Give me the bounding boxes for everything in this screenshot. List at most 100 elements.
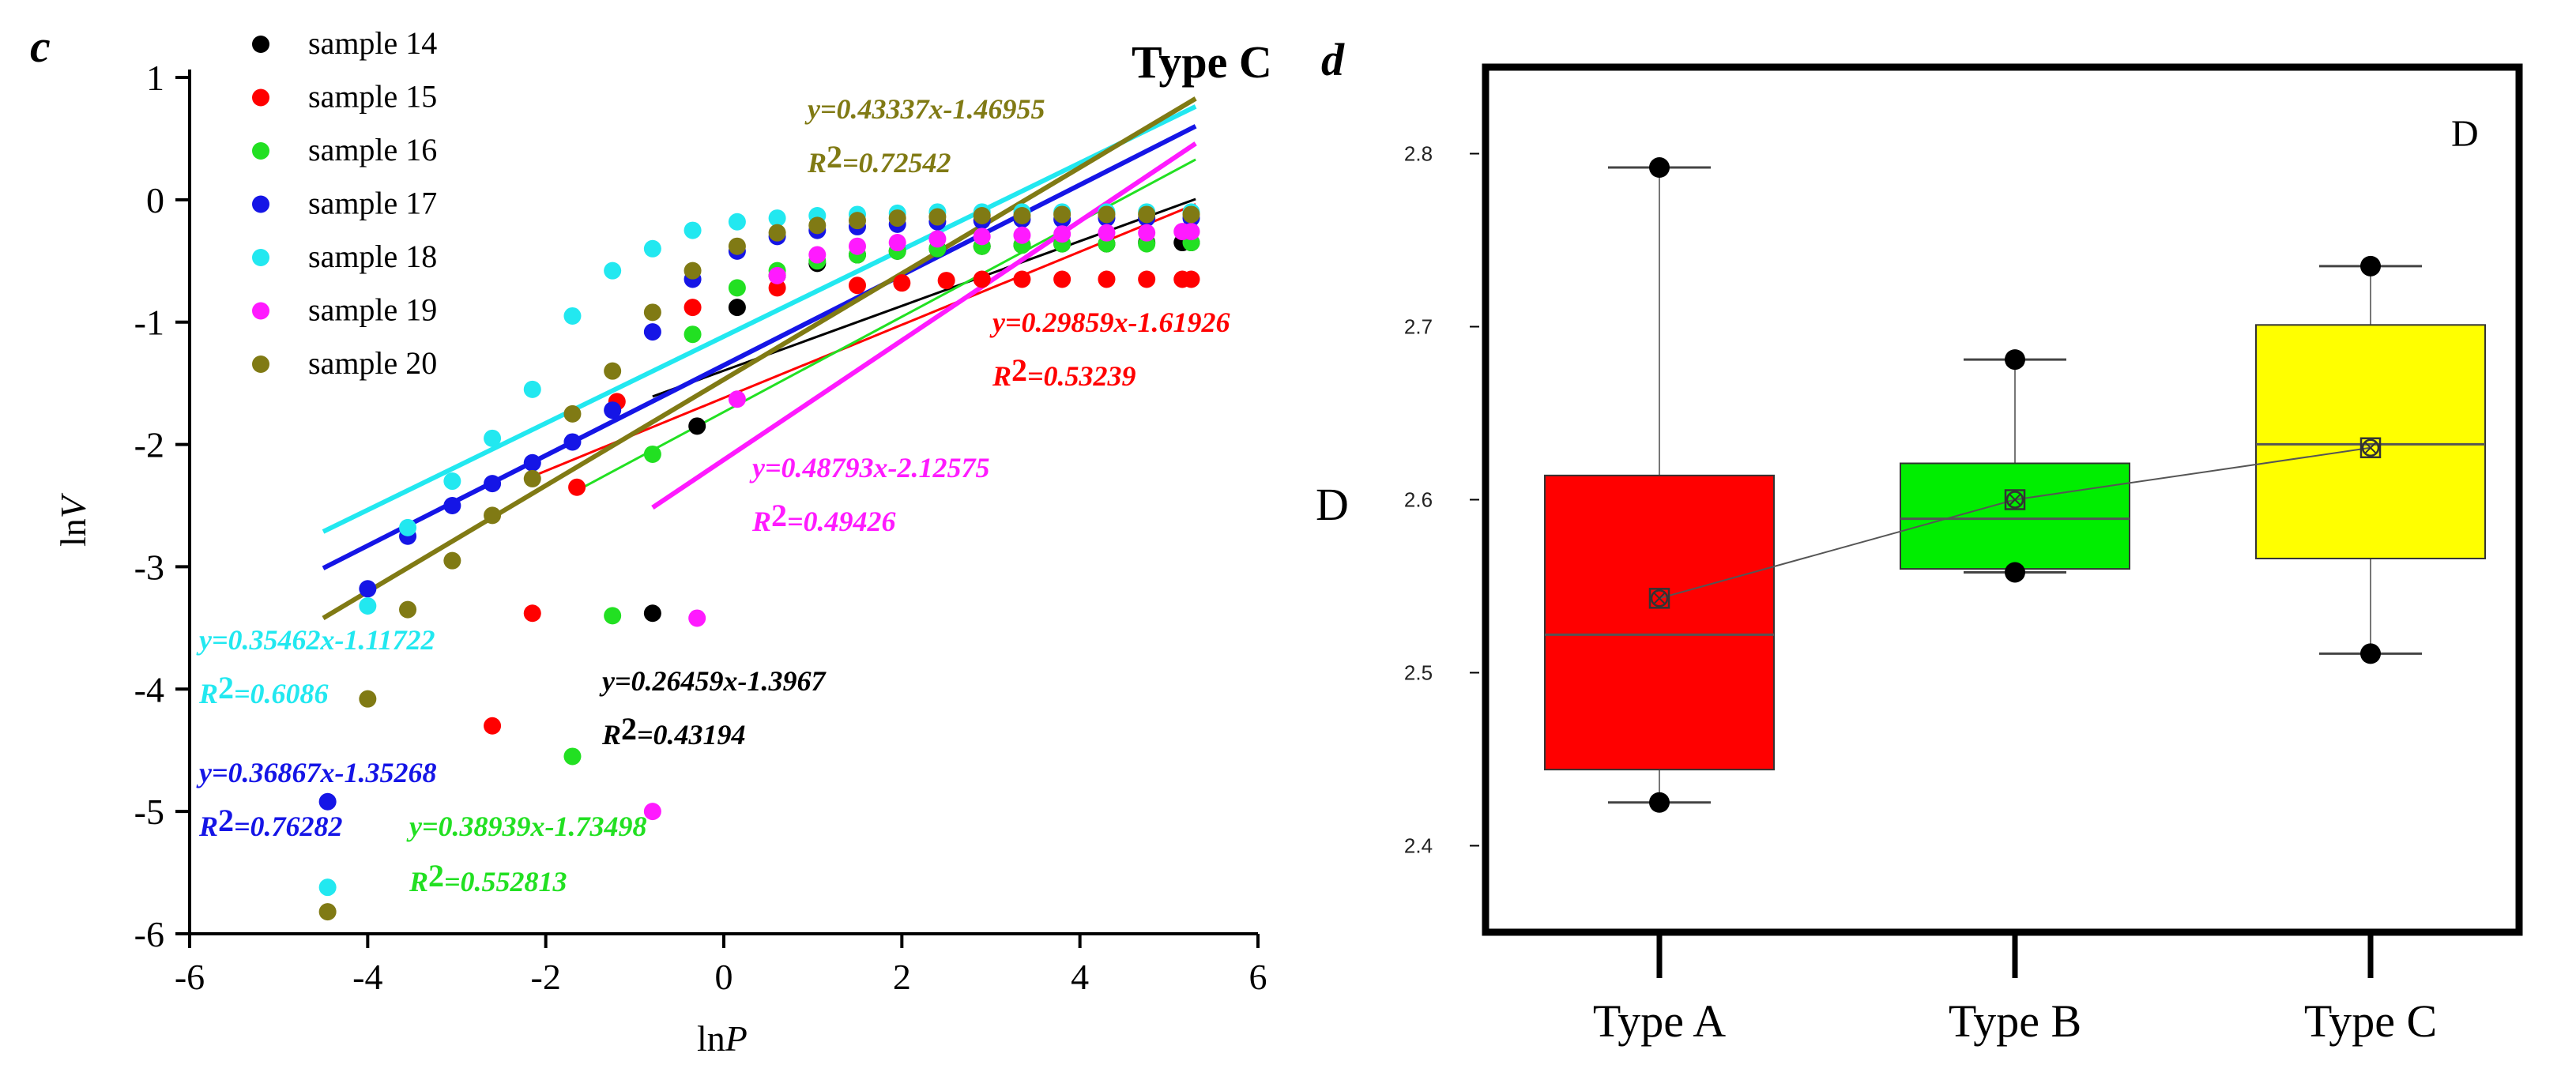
fit-equation: y=0.26459x-1.3967 — [599, 665, 827, 697]
data-point — [563, 433, 582, 451]
legend-marker — [252, 36, 269, 53]
legend-marker — [252, 302, 269, 320]
y-tick-label: -6 — [134, 914, 164, 954]
box-iqr — [1900, 462, 2130, 570]
data-point — [768, 224, 786, 242]
data-point — [1098, 270, 1116, 288]
data-point — [728, 237, 746, 255]
y-tick-label: -4 — [134, 669, 164, 709]
x-tick-label: 6 — [1249, 957, 1267, 997]
data-point — [604, 401, 622, 419]
data-point — [808, 216, 827, 235]
data-point — [808, 246, 827, 264]
mean-square — [2004, 489, 2026, 510]
mean-square — [2359, 437, 2382, 459]
fit-equation: y=0.29859x-1.61926 — [989, 307, 1230, 338]
mean-marker — [2004, 489, 2026, 510]
mean-line — [1648, 437, 2382, 609]
mean-marker — [1648, 588, 1670, 609]
mean-square — [1648, 588, 1670, 609]
data-point — [1013, 206, 1031, 224]
data-point — [484, 475, 502, 493]
chart-title: Type C — [1132, 36, 1272, 88]
legend-marker — [252, 356, 269, 373]
data-point — [523, 380, 541, 398]
legend-marker — [252, 195, 269, 213]
outlier-max — [2005, 349, 2025, 371]
data-point — [399, 600, 417, 619]
data-point — [359, 596, 377, 615]
data-point — [1138, 270, 1156, 288]
plot-frame — [1482, 63, 2523, 936]
legend-label: sample 17 — [308, 186, 437, 221]
x-tick-label: 0 — [715, 957, 733, 997]
outlier-min — [2360, 643, 2381, 664]
y-tick-label: 1 — [146, 58, 164, 98]
box-type-a — [1544, 157, 1775, 813]
mean-circle — [2361, 438, 2380, 457]
data-point — [523, 453, 541, 472]
panel-c-axes: -6 -4 -2 0 2 4 6 1 0 -1 -2 -3 -4 -5 -6 — [134, 58, 1267, 997]
data-point — [1182, 223, 1200, 241]
data-point — [568, 478, 586, 496]
x-tick-label: -4 — [352, 957, 382, 997]
data-point — [604, 362, 622, 380]
box-iqr — [2255, 324, 2486, 559]
data-point — [684, 299, 702, 317]
x-tick-label: -2 — [531, 957, 561, 997]
y-tick-label: 2.8 — [1404, 142, 1433, 166]
data-point — [937, 272, 955, 290]
fit-r2: R2=0.552813 — [409, 858, 567, 897]
y-tick-label: -2 — [134, 425, 164, 465]
panel-d-axes: 2.4 2.5 2.6 2.7 2.8 Type A Type B Type C — [1404, 142, 2437, 1048]
data-point — [893, 274, 911, 292]
data-point — [1182, 205, 1200, 224]
legend-marker — [252, 142, 269, 160]
panel-letter-c: c — [30, 21, 51, 72]
data-point — [443, 472, 461, 491]
x-tick-label: 2 — [893, 957, 911, 997]
data-point — [684, 325, 702, 344]
data-point — [643, 445, 661, 463]
data-point — [849, 237, 866, 255]
mean-cross — [1653, 592, 1666, 605]
panel-d-box-chart: d D D 2.4 2.5 2.6 2.7 2.8 Type A Type B Type C — [1316, 34, 2523, 1048]
data-point — [728, 299, 746, 317]
box-iqr — [1544, 474, 1775, 771]
data-point — [443, 497, 461, 514]
x-axis-label: lnP — [697, 1018, 748, 1059]
data-point — [849, 212, 866, 230]
data-point — [643, 803, 661, 821]
data-point — [1098, 224, 1116, 242]
data-point — [484, 429, 502, 447]
y-axis-label: D — [1316, 479, 1349, 530]
data-point — [359, 690, 377, 708]
mean-cross — [2364, 442, 2377, 454]
data-point — [643, 239, 661, 258]
data-point — [684, 261, 702, 280]
data-point — [849, 277, 866, 295]
data-point — [1053, 205, 1071, 224]
data-point — [563, 747, 582, 766]
fit-equation: y=0.43337x-1.46955 — [804, 93, 1045, 125]
data-point — [768, 279, 786, 297]
legend-label: sample 14 — [308, 25, 437, 61]
data-point — [604, 261, 622, 280]
outlier-max — [1649, 157, 1670, 179]
fit-lines — [322, 96, 1197, 621]
data-point — [888, 209, 906, 228]
mean-cross — [2009, 493, 2021, 506]
legend-marker — [252, 249, 269, 266]
data-point — [973, 206, 991, 224]
x-category-label: Type C — [2304, 995, 2437, 1047]
data-point — [643, 303, 661, 322]
data-points — [318, 203, 1200, 921]
box-type-c — [2255, 255, 2486, 664]
fit-r2: R2=0.72542 — [807, 139, 951, 179]
y-tick-label: 0 — [146, 180, 164, 220]
fit-r2: R2=0.6086 — [198, 670, 329, 709]
data-point — [484, 506, 502, 525]
data-point — [359, 580, 377, 598]
data-point — [1053, 225, 1071, 243]
